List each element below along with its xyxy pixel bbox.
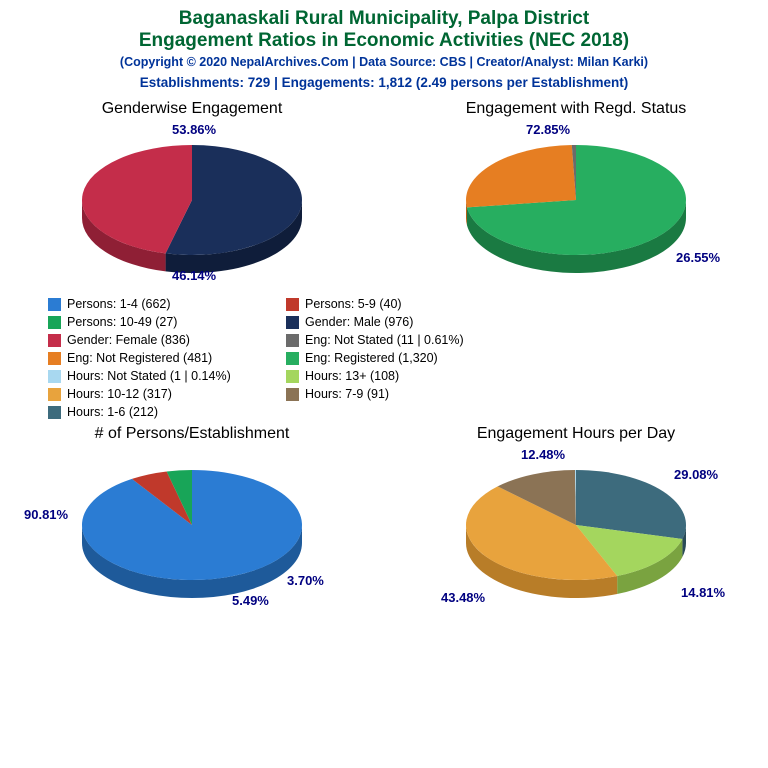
legend-label: Hours: Not Stated (1 | 0.14%) <box>67 369 231 383</box>
chart-persons: # of Persons/Establishment 90.81% 5.49% 3.… <box>12 425 372 610</box>
legend-swatch <box>286 370 299 383</box>
chart-regd-title: Engagement with Regd. Status <box>396 100 756 118</box>
chart-hours: Engagement Hours per Day 29.08% 14.81% 43.… <box>396 425 756 610</box>
legend-item: Hours: 10-12 (317) <box>48 387 268 401</box>
legend-swatch <box>48 334 61 347</box>
title-line2: Engagement Ratios in Economic Activities… <box>10 30 758 52</box>
legend-label: Hours: 10-12 (317) <box>67 387 172 401</box>
legend-label: Persons: 5-9 (40) <box>305 297 402 311</box>
pie-slice-label: 43.48% <box>441 590 485 605</box>
legend-swatch <box>48 316 61 329</box>
stats-line: Establishments: 729 | Engagements: 1,812… <box>10 75 758 90</box>
pie-slice-label: 5.49% <box>232 593 269 608</box>
legend-item: Persons: 5-9 (40) <box>286 297 506 311</box>
legend-label: Hours: 1-6 (212) <box>67 405 158 419</box>
legend-swatch <box>48 406 61 419</box>
legend-label: Persons: 10-49 (27) <box>67 315 177 329</box>
legend-label: Hours: 13+ (108) <box>305 369 399 383</box>
charts-row-bottom: # of Persons/Establishment 90.81% 5.49% 3.… <box>0 425 768 610</box>
legend-item: Gender: Male (976) <box>286 315 506 329</box>
legend-label: Gender: Female (836) <box>67 333 190 347</box>
title-line1: Baganaskali Rural Municipality, Palpa Di… <box>10 8 758 30</box>
header: Baganaskali Rural Municipality, Palpa Di… <box>0 0 768 94</box>
legend-item: Eng: Registered (1,320) <box>286 351 506 365</box>
legend-label: Gender: Male (976) <box>305 315 413 329</box>
pie-regd: 72.85% 26.55% <box>406 120 746 285</box>
legend-swatch <box>286 298 299 311</box>
pie-slice-label: 29.08% <box>674 467 718 482</box>
legend-item: Hours: 13+ (108) <box>286 369 506 383</box>
legend-label: Hours: 7-9 (91) <box>305 387 389 401</box>
pie-slice-label: 14.81% <box>681 585 725 600</box>
pie-slice-label: 26.55% <box>676 250 720 265</box>
legend-label: Persons: 1-4 (662) <box>67 297 171 311</box>
legend-swatch <box>48 352 61 365</box>
chart-persons-title: # of Persons/Establishment <box>12 425 372 443</box>
chart-gender: Genderwise Engagement 53.86% 46.14% <box>12 100 372 285</box>
legend-swatch <box>286 352 299 365</box>
pie-slice-label: 3.70% <box>287 573 324 588</box>
pie-slice-label: 12.48% <box>521 447 565 462</box>
chart-gender-title: Genderwise Engagement <box>12 100 372 118</box>
legend-swatch <box>48 388 61 401</box>
legend-item: Eng: Not Registered (481) <box>48 351 268 365</box>
legend-item: Persons: 1-4 (662) <box>48 297 268 311</box>
pie-persons: 90.81% 5.49% 3.70% <box>22 445 362 610</box>
legend-item: Hours: 7-9 (91) <box>286 387 506 401</box>
legend-item: Hours: Not Stated (1 | 0.14%) <box>48 369 268 383</box>
legend-swatch <box>286 334 299 347</box>
legend-item: Persons: 10-49 (27) <box>48 315 268 329</box>
legend-swatch <box>48 298 61 311</box>
pie-slice <box>466 145 576 207</box>
legend: Persons: 1-4 (662) Persons: 5-9 (40) Perso… <box>24 297 744 419</box>
pie-slice-label: 53.86% <box>172 122 216 137</box>
chart-hours-title: Engagement Hours per Day <box>396 425 756 443</box>
legend-item: Gender: Female (836) <box>48 333 268 347</box>
legend-label: Eng: Registered (1,320) <box>305 351 438 365</box>
legend-swatch <box>286 316 299 329</box>
pie-slice-label: 72.85% <box>526 122 570 137</box>
charts-row-top: Genderwise Engagement 53.86% 46.14% Engag… <box>0 100 768 285</box>
pie-slice-label: 46.14% <box>172 268 216 283</box>
pie-slice-label: 90.81% <box>24 507 68 522</box>
legend-item: Eng: Not Stated (11 | 0.61%) <box>286 333 506 347</box>
legend-item: Hours: 1-6 (212) <box>48 405 268 419</box>
legend-label: Eng: Not Registered (481) <box>67 351 212 365</box>
legend-swatch <box>48 370 61 383</box>
subtitle: (Copyright © 2020 NepalArchives.Com | Da… <box>10 55 758 69</box>
pie-hours: 29.08% 14.81% 43.48% 12.48% <box>406 445 746 610</box>
legend-swatch <box>286 388 299 401</box>
legend-label: Eng: Not Stated (11 | 0.61%) <box>305 333 464 347</box>
pie-gender: 53.86% 46.14% <box>22 120 362 285</box>
chart-regd: Engagement with Regd. Status 72.85% 26.55… <box>396 100 756 285</box>
pie-svg <box>22 120 362 285</box>
